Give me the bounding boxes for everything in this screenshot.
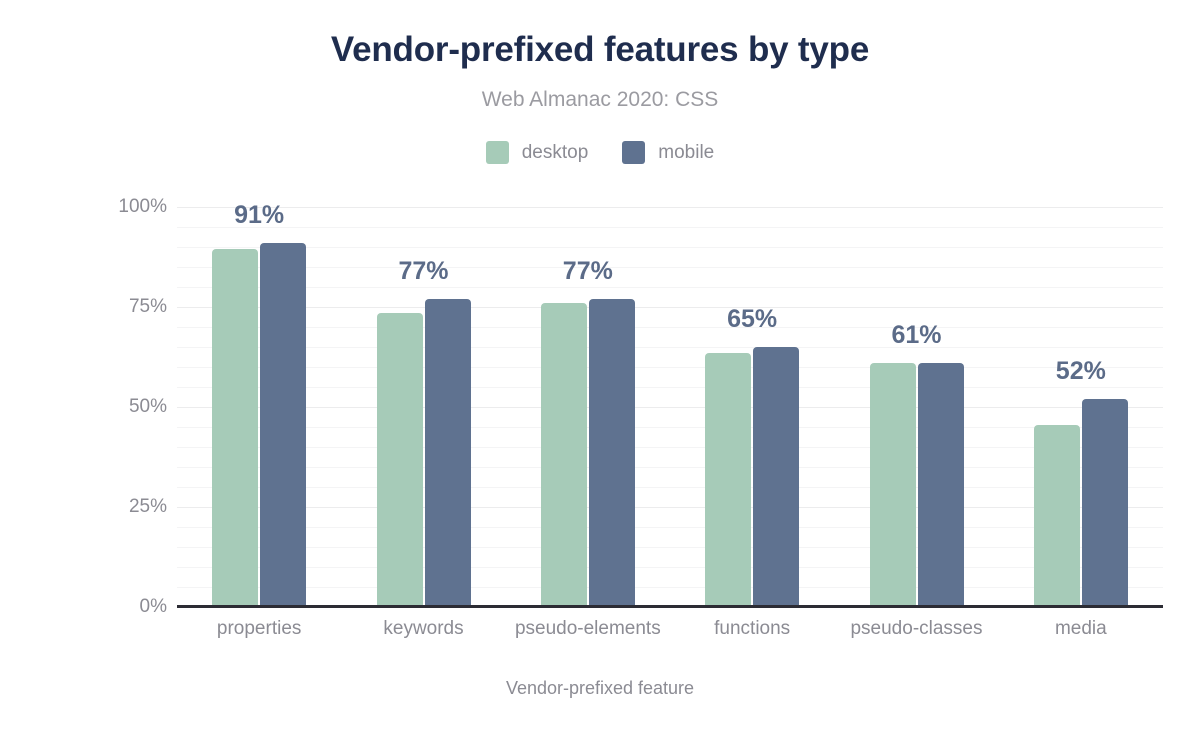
gridline-minor bbox=[177, 347, 1163, 348]
gridline-minor bbox=[177, 487, 1163, 488]
plot-area bbox=[177, 207, 1163, 608]
y-axis-tick-label: 50% bbox=[128, 396, 167, 417]
bar-mobile[interactable] bbox=[424, 299, 471, 607]
x-axis-tick-label: pseudo-elements bbox=[514, 618, 661, 639]
gridline-minor bbox=[177, 267, 1163, 268]
chart-title: Vendor-prefixed features by type bbox=[330, 30, 870, 69]
bar-desktop[interactable] bbox=[705, 353, 752, 607]
bar-value-label: 61% bbox=[891, 321, 942, 349]
bar-mobile[interactable] bbox=[588, 299, 635, 607]
gridline-minor bbox=[177, 447, 1163, 448]
gridline-minor bbox=[177, 327, 1163, 328]
gridline-minor bbox=[177, 587, 1163, 588]
bar-group bbox=[1033, 207, 1128, 607]
bar-mobile[interactable] bbox=[1081, 399, 1128, 607]
bar-desktop[interactable] bbox=[869, 363, 916, 607]
gridline-major bbox=[177, 407, 1163, 408]
x-axis-title: Vendor-prefixed feature bbox=[505, 678, 695, 698]
y-axis-tick-label: 100% bbox=[118, 196, 167, 217]
y-axis-tick-label: 25% bbox=[128, 496, 167, 517]
bar-desktop[interactable] bbox=[212, 249, 259, 607]
bar-value-label: 77% bbox=[398, 257, 449, 285]
gridline-major bbox=[177, 307, 1163, 308]
chart-legend: desktop mobile bbox=[0, 141, 1200, 164]
x-axis-tick-label: functions bbox=[714, 618, 791, 639]
gridline-minor bbox=[177, 227, 1163, 228]
legend-item-desktop[interactable]: desktop bbox=[485, 141, 589, 164]
gridline-minor bbox=[177, 567, 1163, 568]
y-axis-tick-label: 0% bbox=[139, 596, 167, 617]
gridline-minor bbox=[177, 547, 1163, 548]
legend-swatch-desktop bbox=[485, 141, 509, 164]
x-axis-tick-label: keywords bbox=[383, 618, 464, 639]
gridline-minor bbox=[177, 467, 1163, 468]
x-axis-line bbox=[177, 605, 1163, 608]
gridline-minor bbox=[177, 427, 1163, 428]
legend-swatch-mobile bbox=[622, 141, 646, 164]
bar-desktop[interactable] bbox=[540, 303, 587, 607]
bar-group bbox=[540, 207, 635, 607]
bar-group bbox=[869, 207, 964, 607]
bar-group bbox=[705, 207, 800, 607]
bar-value-label: 65% bbox=[727, 305, 778, 333]
chart-subtitle: Web Almanac 2020: CSS bbox=[481, 88, 719, 111]
bar-group bbox=[376, 207, 471, 607]
bar-value-label: 77% bbox=[562, 257, 613, 285]
x-axis-tick-label: media bbox=[1054, 618, 1107, 639]
bar-desktop[interactable] bbox=[376, 313, 423, 607]
gridline-minor bbox=[177, 527, 1163, 528]
legend-item-mobile[interactable]: mobile bbox=[622, 141, 714, 164]
bar-value-label: 91% bbox=[234, 201, 285, 229]
legend-label-mobile: mobile bbox=[658, 141, 715, 163]
x-axis-tick-label: pseudo-classes bbox=[850, 618, 983, 639]
gridline-minor bbox=[177, 367, 1163, 368]
gridline-minor bbox=[177, 387, 1163, 388]
bar-mobile[interactable] bbox=[260, 243, 307, 607]
bar-mobile[interactable] bbox=[917, 363, 964, 607]
gridline-minor bbox=[177, 247, 1163, 248]
bar-mobile[interactable] bbox=[753, 347, 800, 607]
x-axis-tick-label: properties bbox=[216, 618, 302, 639]
gridline-major bbox=[177, 507, 1163, 508]
legend-label-desktop: desktop bbox=[521, 141, 589, 163]
y-axis-tick-label: 75% bbox=[128, 296, 167, 317]
bar-value-label: 52% bbox=[1055, 357, 1106, 385]
bar-desktop[interactable] bbox=[1033, 425, 1080, 607]
bar-group bbox=[212, 207, 307, 607]
gridline-major bbox=[177, 207, 1163, 208]
gridline-minor bbox=[177, 287, 1163, 288]
